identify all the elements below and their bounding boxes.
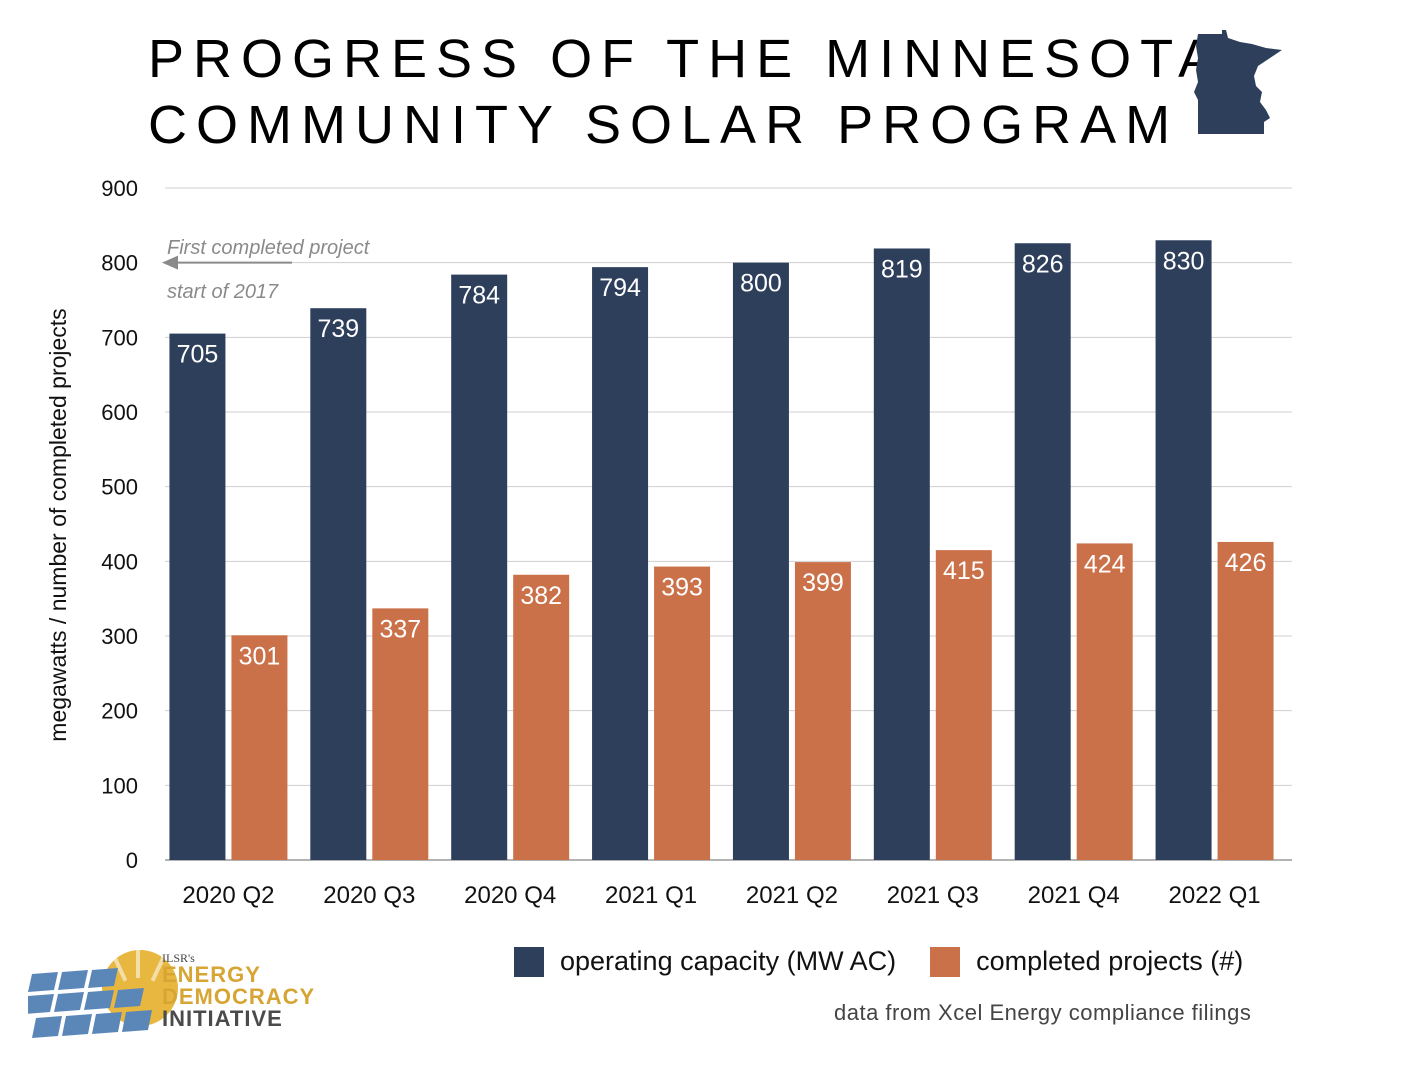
bar-capacity	[169, 333, 226, 861]
y-tick-label: 300	[101, 624, 138, 649]
data-labels: 705 301 739 337 784 382 794 393 800 399 819 415 826 4…	[177, 247, 1267, 670]
y-axis-label: megawatts / number of completed projects	[45, 308, 71, 741]
data-label-capacity: 800	[740, 270, 782, 298]
data-label-capacity: 794	[599, 274, 641, 302]
bar-capacity	[310, 308, 367, 860]
data-label-capacity: 826	[1022, 250, 1064, 278]
bar-capacity	[451, 274, 508, 860]
data-label-capacity: 739	[317, 315, 359, 343]
data-label-capacity: 830	[1163, 247, 1205, 275]
legend-label-projects: completed projects (#)	[976, 946, 1244, 976]
logo-small-text: ILSR's	[162, 951, 195, 965]
data-label-projects: 301	[239, 642, 281, 670]
bar-capacity	[1155, 240, 1212, 860]
y-tick-label: 100	[101, 773, 138, 798]
logo-line-energy: ENERGY	[162, 962, 261, 987]
bar-capacity	[592, 267, 649, 860]
bars	[169, 240, 1274, 861]
first-project-annotation: First completed project start of 2017	[162, 237, 371, 303]
x-category-label: 2020 Q2	[182, 882, 274, 909]
x-category-label: 2020 Q3	[323, 882, 415, 909]
y-tick-label: 800	[101, 251, 138, 276]
data-label-projects: 337	[379, 615, 421, 643]
y-tick-label: 200	[101, 699, 138, 724]
x-category-label: 2021 Q1	[605, 882, 697, 909]
annotation-arrowhead	[162, 255, 178, 270]
y-tick-label: 700	[101, 325, 138, 350]
data-label-projects: 382	[520, 582, 562, 610]
minnesota-state-icon	[1194, 30, 1282, 134]
legend-item-projects: completed projects (#)	[930, 946, 1243, 977]
data-label-projects: 424	[1084, 550, 1126, 578]
bar-capacity	[873, 248, 930, 861]
logo-line-initiative: INITIATIVE	[162, 1006, 283, 1031]
bar-projects	[794, 562, 851, 860]
x-category-label: 2021 Q3	[887, 882, 979, 909]
bar-projects	[654, 566, 711, 860]
legend-swatch-projects	[930, 946, 961, 977]
data-label-capacity: 784	[458, 282, 500, 310]
x-category-label: 2020 Q4	[464, 882, 556, 909]
bar-capacity	[1014, 243, 1071, 861]
legend-label-capacity: operating capacity (MW AC)	[560, 946, 897, 976]
y-tick-label: 900	[101, 176, 138, 201]
y-tick-label: 600	[101, 400, 138, 425]
chart-title: PROGRESS OF THE MINNESOTA COMMUNITY SOLA…	[148, 26, 1224, 158]
bar-projects	[372, 608, 429, 860]
bar-projects	[1217, 541, 1274, 860]
bar-projects	[1076, 543, 1133, 860]
bar-projects	[231, 635, 288, 860]
x-category-labels: 2020 Q2 2020 Q3 2020 Q4 2021 Q1 2021 Q2 2021 …	[182, 882, 1260, 909]
y-tick-label: 500	[101, 475, 138, 500]
logo-text: ILSR's ENERGY DEMOCRACY INITIATIVE	[162, 952, 315, 1030]
solar-panel-sun-logo-icon	[28, 948, 178, 1038]
bar-projects	[935, 550, 992, 860]
data-label-projects: 393	[661, 574, 703, 602]
data-label-capacity: 819	[881, 255, 923, 283]
x-category-label: 2021 Q2	[746, 882, 838, 909]
legend: operating capacity (MW AC) completed pro…	[514, 946, 1277, 977]
data-source-note: data from Xcel Energy compliance filings	[834, 1000, 1252, 1025]
x-category-label: 2022 Q1	[1169, 882, 1261, 909]
legend-swatch-capacity	[514, 946, 544, 977]
data-label-projects: 399	[802, 569, 844, 597]
y-tick-label: 400	[101, 549, 138, 574]
legend-item-capacity: operating capacity (MW AC)	[514, 946, 896, 977]
logo-line-democracy: DEMOCRACY	[162, 984, 316, 1009]
data-label-projects: 426	[1225, 549, 1267, 577]
bar-capacity	[732, 262, 789, 861]
annotation-line-1: First completed project	[167, 237, 371, 259]
title-line-1: PROGRESS OF THE MINNESOTA	[148, 29, 1224, 89]
annotation-line-2: start of 2017	[167, 281, 279, 303]
data-label-capacity: 705	[177, 341, 219, 369]
title-line-2: COMMUNITY SOLAR PROGRAM	[148, 95, 1180, 155]
bar-projects	[513, 574, 570, 860]
y-tick-label: 0	[126, 848, 138, 873]
data-label-projects: 415	[943, 557, 985, 585]
x-category-label: 2021 Q4	[1028, 882, 1120, 909]
y-tick-labels: 0 100 200 300 400 500 600 700 800 900	[101, 176, 138, 873]
